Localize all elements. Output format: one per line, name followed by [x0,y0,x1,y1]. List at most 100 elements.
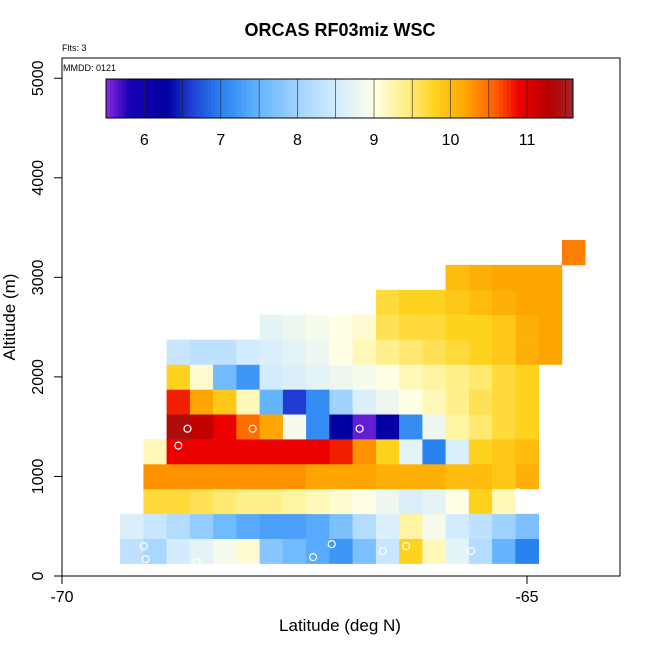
y-tick-label: 5000 [30,60,47,96]
colorbar-segment [133,79,138,118]
colorbar-segment [312,79,317,118]
colorbar-segment [483,79,488,118]
heatmap-cell [352,339,377,365]
colorbar: 6 7 8 9 10 11 [105,78,574,149]
heatmap-cell [259,389,284,415]
colorbar-segment [335,79,340,118]
colorbar-segment [109,79,115,118]
colorbar-segment [409,79,414,118]
heatmap-cell [329,389,353,415]
heatmap-cell [515,389,539,415]
heatmap-cell [143,538,167,564]
heatmap-cell [515,464,539,490]
heatmap-cell [259,439,284,465]
colorbar-segment [273,79,278,118]
heatmap-cell [236,513,260,539]
colorbar-segment [172,79,177,118]
colorbar-segment [183,79,189,118]
colorbar-segment [487,79,492,118]
y-tick-label: 0 [30,571,47,580]
colorbar-segment [553,79,558,118]
colorbar-segment [257,79,263,118]
colorbar-segment [141,79,146,118]
colorbar-segment [561,79,566,118]
heatmap-cell [282,513,307,539]
colorbar-segment [222,79,228,118]
colorbar-segment [518,79,523,118]
colorbar-segment [207,79,212,118]
heatmap-cell [213,538,237,564]
heatmap-cell [282,439,307,465]
colorbar-segment [261,79,266,118]
colorbar-segment [242,79,247,118]
heatmap-cell [143,488,167,515]
heatmap-cell [236,439,260,465]
heatmap-cell [399,513,423,539]
heatmap-cell [282,314,307,340]
colorbar-segment [195,79,200,118]
colorbar-segment [526,79,531,118]
colorbar-segment [199,79,204,118]
heatmap-cell [492,538,516,564]
heatmap-cell [422,289,446,315]
colorbar-tick-label: 11 [519,132,536,149]
heatmap-cell [352,488,377,515]
heatmap-cell [538,339,563,365]
heatmap-cell [352,364,377,390]
heatmap-cell [189,389,214,415]
heatmap-cell [515,314,539,340]
x-tick-label: -65 [515,589,538,606]
heatmap-cell [236,414,260,440]
colorbar-segment [113,79,119,118]
colorbar-segment [440,79,445,118]
colorbar-segment [281,79,286,118]
sample-point [183,424,192,433]
colorbar-segment [292,79,298,118]
chart-title: ORCAS RF03miz WSC [244,20,435,40]
colorbar-segment [106,79,111,118]
colorbar-segment [382,79,387,118]
heatmap-cell [189,464,214,490]
colorbar-segment [549,79,554,118]
colorbar-segment [211,79,216,118]
heatmap-cell [468,464,493,490]
heatmap-cell [166,364,191,390]
heatmap-cell [375,439,400,465]
heatmap-cell [352,439,377,465]
colorbar-segment [565,79,570,118]
heatmap-cell [259,464,284,490]
colorbar-segment [374,79,379,118]
colorbar-segment [495,79,500,118]
heatmap-cell [282,464,307,490]
heatmap-cell [492,513,516,539]
colorbar-segment [467,79,473,118]
colorbar-segment [137,79,142,118]
colorbar-segment [125,79,130,118]
heatmap-cell [189,339,214,365]
colorbar-segment [378,79,383,118]
heatmap-cell [422,488,446,515]
colorbar-segment [285,79,290,118]
colorbar-segment [179,79,185,118]
colorbar-segment [425,79,430,118]
heatmap-cell [399,464,423,490]
colorbar-segment [265,79,270,118]
heatmap-cell [352,464,377,490]
heatmap-cell [352,389,377,415]
colorbar-frame [105,78,574,119]
heatmap-cell [282,364,307,390]
heatmap-cell [492,464,516,490]
heatmap-cell [352,513,377,539]
heatmap-cell [492,439,516,465]
colorbar-segment [534,79,539,118]
colorbar-segment [421,79,426,118]
sample-point [467,546,476,556]
heatmap-cell [282,339,307,365]
heatmap-cell [259,339,284,365]
sample-point [309,552,318,562]
y-tick-label: 4000 [30,160,47,196]
colorbar-segment [355,79,360,118]
heatmap-cell [445,488,470,515]
colorbar-segment [253,79,259,118]
heatmap-cell [492,264,516,291]
